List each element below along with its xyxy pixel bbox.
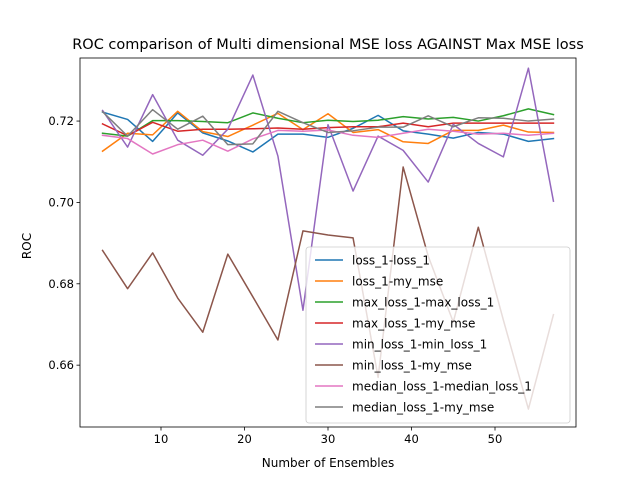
series-line-7 [101,128,555,155]
legend-label: median_loss_1-my_mse [352,401,494,415]
plot-area [79,57,577,428]
x-axis-label: Number of Ensembles [262,456,395,470]
x-axis: 10 20 30 40 50 [154,427,503,446]
series-line-1 [101,111,555,153]
legend-label: median_loss_1-median_loss_1 [352,380,532,394]
series-line-8 [101,108,555,146]
legend-label: max_loss_1-my_mse [352,317,475,331]
y-axis-label: ROC [20,233,34,259]
x-tick-label: 30 [321,432,336,446]
series-line-2 [101,110,555,153]
y-tick-label: 0.66 [48,358,74,372]
x-tick-label: 20 [237,432,252,446]
y-tick-label: 0.72 [48,114,74,128]
x-tick-label: 40 [404,432,419,446]
chart-title: ROC comparison of Multi dimensional MSE … [72,37,584,53]
legend: loss_1-loss_1 loss_1-my_mse max_loss_1-max… [305,246,571,424]
legend-label: min_loss_1-my_mse [352,359,472,373]
series-line-6 [101,166,555,410]
series-line-3 [101,108,555,137]
series-line-5 [101,67,555,311]
x-tick-label: 10 [154,432,169,446]
y-axis: 0.66 0.68 0.70 0.72 [48,114,80,372]
y-tick-label: 0.70 [48,195,74,209]
legend-label: max_loss_1-max_loss_1 [352,296,494,310]
y-tick-label: 0.68 [48,277,74,291]
legend-label: min_loss_1-min_loss_1 [352,338,487,352]
legend-box [305,246,571,424]
legend-label: loss_1-my_mse [352,275,443,289]
x-tick-label: 50 [488,432,503,446]
legend-label: loss_1-loss_1 [352,254,430,268]
